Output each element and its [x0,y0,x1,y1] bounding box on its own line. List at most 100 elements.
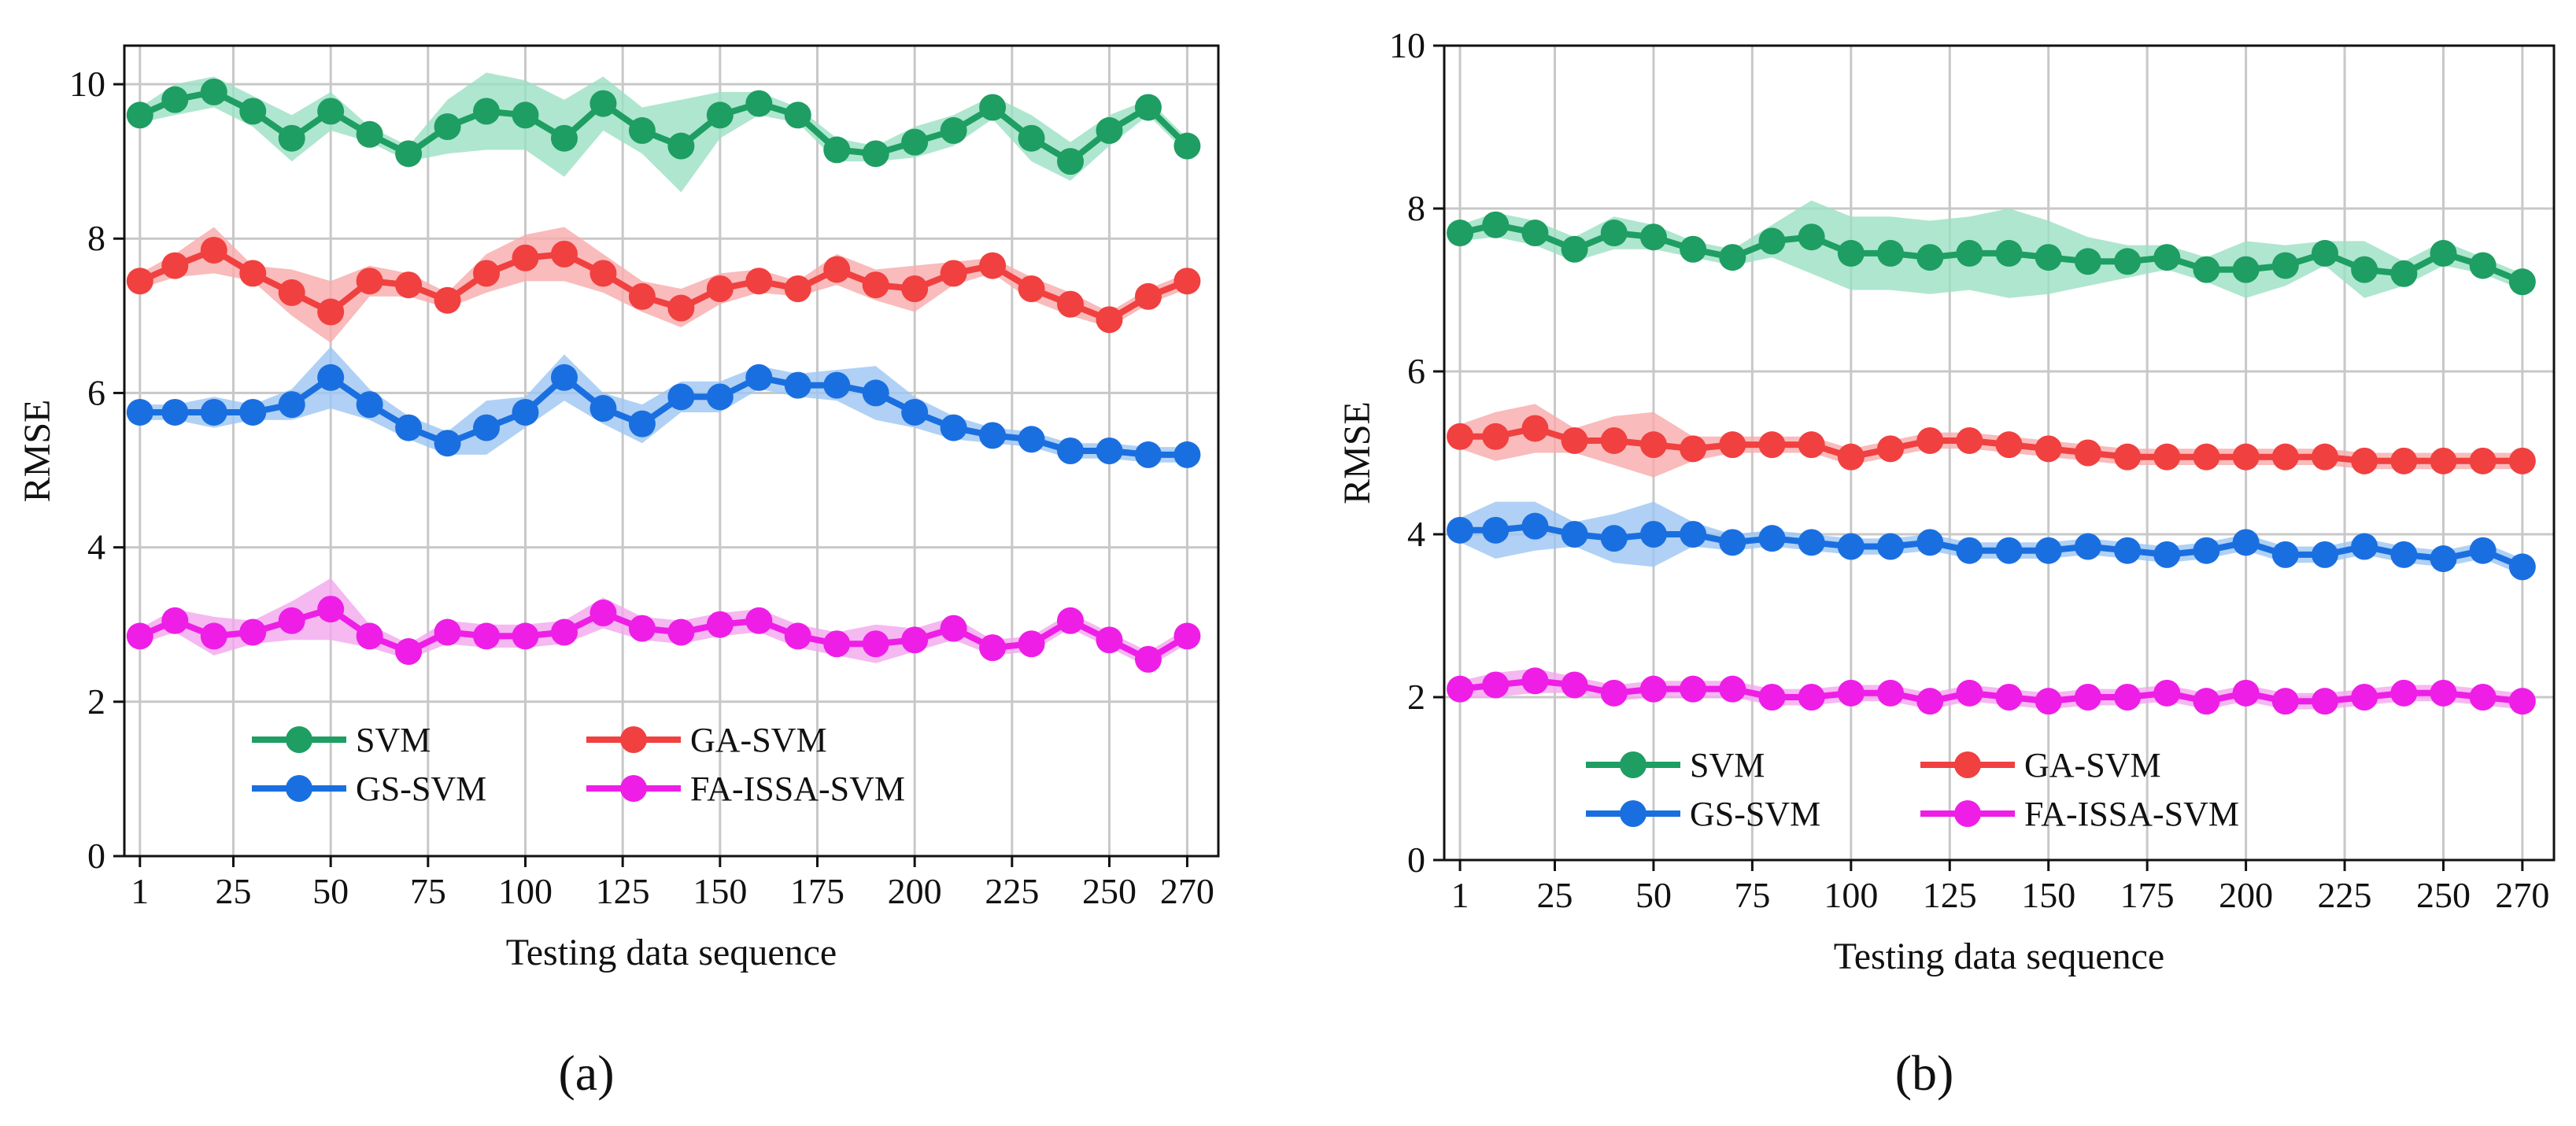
point-gs-svm [784,371,811,399]
series-line-fa-issa-svm [1459,677,2523,705]
point-fa-issa-svm [1916,688,1944,715]
band-gs-svm [1460,501,2522,575]
point-ga-svm [1680,435,1707,463]
point-gs-svm [628,410,656,437]
y-tick-label: 8 [1407,188,1425,228]
point-svm [2469,252,2497,279]
point-fa-issa-svm [356,622,383,650]
point-ga-svm [2193,443,2220,471]
point-ga-svm [784,275,811,302]
x-tick-label: 100 [498,871,553,911]
point-svm [278,124,305,152]
point-svm [1096,116,1123,144]
point-fa-issa-svm [1447,675,1474,703]
point-svm [2430,239,2457,267]
point-ga-svm [200,236,227,264]
point-gs-svm [1521,512,1549,540]
point-ga-svm [706,275,734,302]
x-axis-label: Testing data sequence [506,932,837,973]
point-fa-issa-svm [1995,684,2023,711]
y-tick-label: 6 [1407,351,1425,391]
point-ga-svm [2469,447,2497,474]
point-fa-issa-svm [2469,684,2497,711]
point-svm [395,140,423,168]
point-svm [2153,244,2181,271]
point-svm [745,90,773,117]
point-fa-issa-svm [550,618,578,646]
point-fa-issa-svm [901,626,929,654]
point-svm [317,98,345,125]
point-svm [2193,256,2220,283]
point-fa-issa-svm [317,596,345,623]
point-fa-issa-svm [1719,675,1746,703]
point-svm [473,98,501,125]
point-svm [2035,244,2062,271]
point-svm [2271,252,2299,279]
point-svm [1639,223,1667,251]
point-ga-svm [1096,306,1123,334]
point-svm [1057,148,1085,175]
series-line-gs-svm [139,374,1188,458]
legend-label-fa-issa-svm: FA-ISSA-SVM [2024,795,2239,833]
point-fa-issa-svm [1758,684,1786,711]
point-fa-issa-svm [2153,679,2181,707]
point-gs-svm [2114,537,2142,564]
point-ga-svm [745,268,773,295]
point-ga-svm [1956,426,1983,454]
point-svm [1916,244,1944,271]
point-ga-svm [2351,447,2378,474]
band-ga-svm [139,227,1188,343]
plot-frame [123,44,1220,858]
x-tick-label: 150 [2021,875,2075,915]
point-ga-svm [473,260,501,287]
point-fa-issa-svm [1173,622,1201,650]
point-svm [2114,248,2142,275]
point-gs-svm [2193,537,2220,564]
point-ga-svm [2035,435,2062,463]
point-gs-svm [317,364,345,391]
point-ga-svm [550,240,578,268]
legend-label-svm: SVM [356,721,431,759]
series-line-ga-svm [139,247,1188,323]
point-ga-svm [628,282,656,310]
point-ga-svm [2508,447,2536,474]
point-fa-issa-svm [2035,688,2062,715]
point-fa-issa-svm [745,607,773,634]
point-fa-issa-svm [979,634,1007,662]
point-gs-svm [1600,525,1628,552]
point-svm [2508,268,2536,296]
y-tick-label: 4 [87,527,105,567]
point-gs-svm [940,414,967,441]
point-svm [1995,239,2023,267]
point-ga-svm [2114,443,2142,471]
point-svm [1482,211,1510,238]
x-tick-label: 250 [1082,871,1136,911]
point-gs-svm [473,414,501,441]
point-svm [706,102,734,129]
point-fa-issa-svm [1096,626,1123,654]
point-gs-svm [1447,516,1474,544]
point-gs-svm [2430,545,2457,573]
legend-label-fa-issa-svm: FA-ISSA-SVM [690,770,905,808]
point-gs-svm [901,398,929,426]
point-fa-issa-svm [2074,684,2101,711]
point-gs-svm [126,398,153,426]
point-svm [1758,227,1786,255]
point-gs-svm [1837,533,1865,560]
point-gs-svm [1639,521,1667,548]
x-tick-label: 150 [693,871,747,911]
point-fa-issa-svm [2508,688,2536,715]
point-gs-svm [1798,529,1825,556]
point-ga-svm [1447,423,1474,450]
legend-marker-ga-svm [620,726,647,753]
point-fa-issa-svm [161,607,189,634]
point-fa-issa-svm [667,618,695,646]
x-tick-label: 25 [1536,875,1573,915]
point-fa-issa-svm [706,611,734,638]
point-gs-svm [2153,541,2181,568]
point-gs-svm [550,364,578,391]
y-tick-label: 2 [87,681,105,722]
point-ga-svm [2232,443,2260,471]
x-tick-label: 25 [216,871,252,911]
